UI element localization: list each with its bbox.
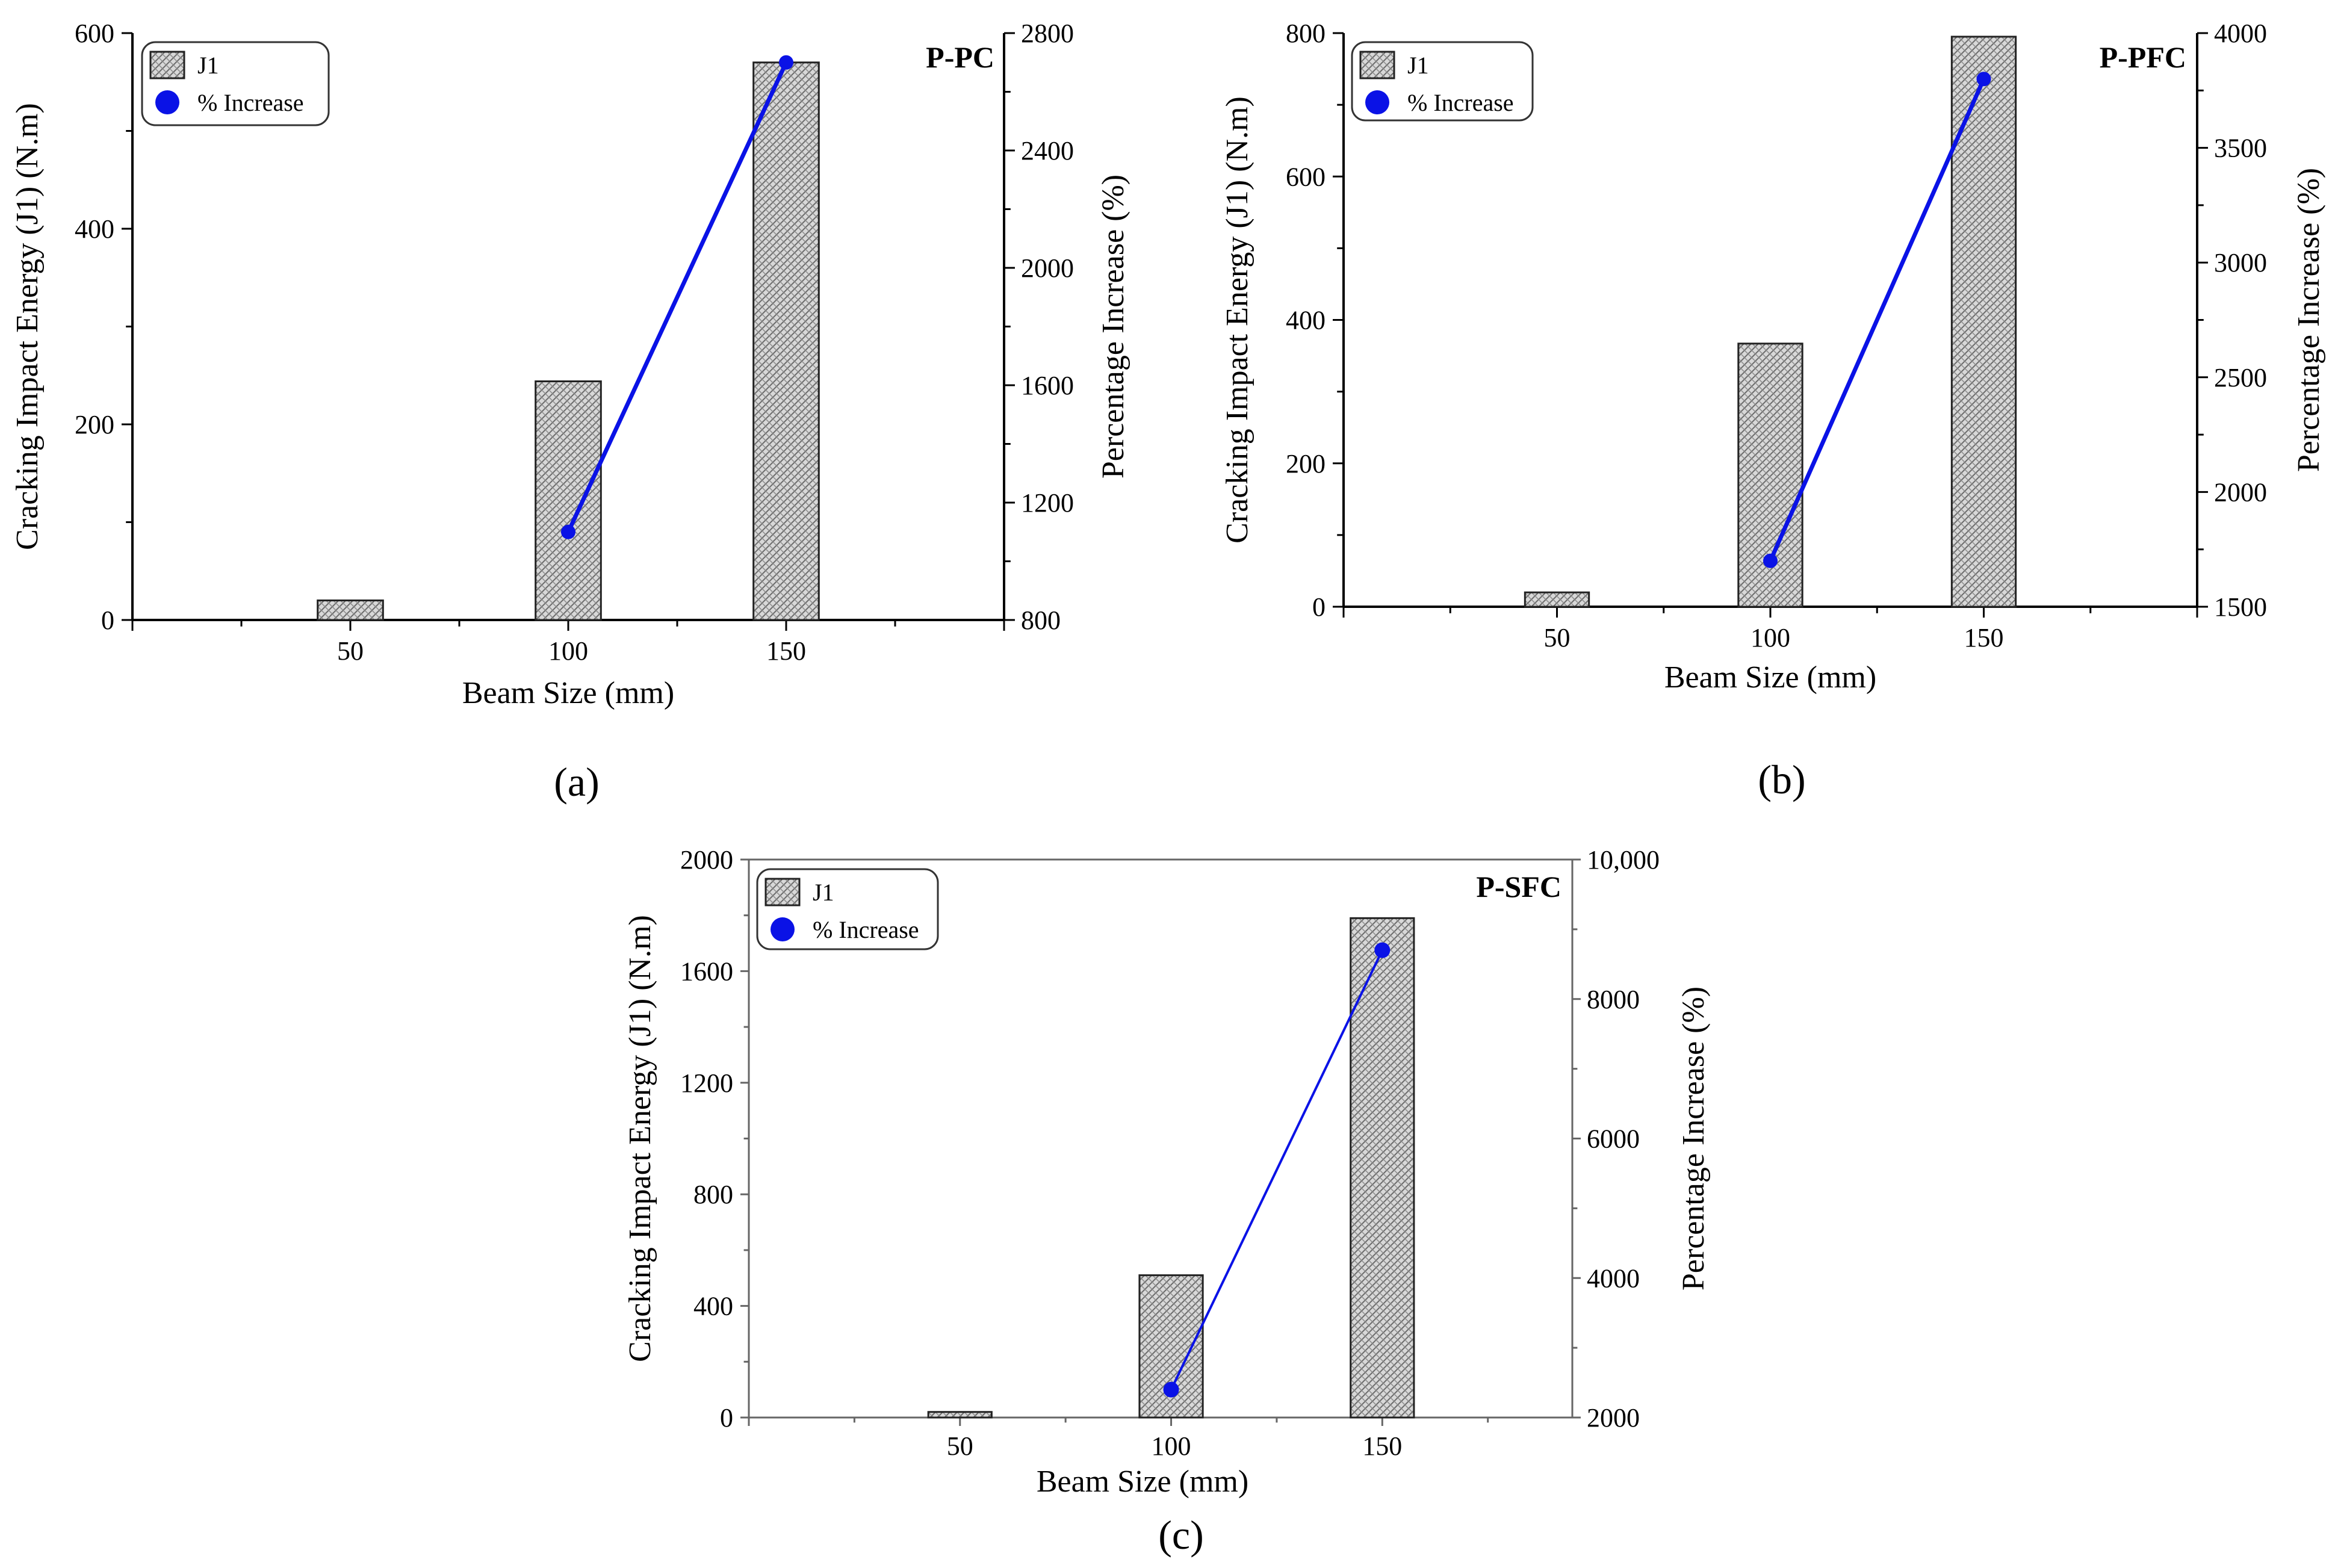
y2-tick-label: 1500 [2214,592,2267,622]
bar-100 [535,380,602,621]
percent-increase-point [1976,72,1991,87]
x-tick-label: 100 [1750,623,1790,652]
y2-tick-label: 4000 [1587,1263,1640,1293]
percent-increase-point [561,524,575,539]
y2-tick-label: 6000 [1587,1124,1640,1154]
y-tick-label: 400 [1286,306,1326,335]
bar-150 [1950,36,2017,608]
y-tick-label: 400 [75,214,114,244]
y-tick-label: 0 [1312,592,1326,622]
x-tick-label: 50 [1544,623,1571,652]
percent-increase-point [1163,1381,1179,1398]
y2-tick-label: 4000 [2214,19,2267,48]
y2-tick-label: 3000 [2214,248,2267,277]
percent-increase-point [779,55,793,70]
panel-tag: P-PC [926,40,994,74]
caption-a: (a) [554,759,599,805]
y2-tick-label: 1200 [1021,488,1074,518]
legend-point-swatch [1365,90,1389,114]
y-tick-label: 2000 [680,845,733,875]
x-tick-label: 150 [766,636,806,666]
chart-panel-b: 0 200 400 600 800 1500 2000 2500 3000 3500 4000 50 1… [1220,19,2326,695]
y-tick-label: 0 [720,1403,733,1433]
chart-panel-a: 0 200 400 600 800 1200 1600 2000 2400 2800 50 100 15… [10,19,1130,710]
panel-tag: P-SFC [1476,870,1561,903]
y2-tick-label: 2000 [1021,253,1074,283]
y-tick-label: 400 [693,1292,733,1321]
percent-increase-line [1768,78,1986,562]
x-tick-label: 100 [548,636,588,666]
x-axis-title: Beam Size (mm) [1664,660,1876,695]
y-tick-label: 600 [1286,162,1326,191]
bar-50 [927,1411,993,1419]
legend-point-swatch [155,90,179,114]
percent-increase-line [566,61,789,533]
x-axis-title: Beam Size (mm) [1037,1464,1248,1499]
legend-box [141,41,330,126]
y-axis-title: Cracking Impact Energy (J1) (N.m) [623,915,657,1362]
legend-bar-swatch [764,878,801,906]
percent-increase-point [1374,942,1391,958]
legend-box [756,868,939,950]
legend-box [1351,41,1534,122]
x-tick-label: 100 [1152,1431,1191,1461]
y2-tick-label: 3500 [2214,134,2267,163]
caption-c: (c) [1158,1512,1203,1558]
legend-bar-swatch [1359,51,1395,79]
chart-panel-c: 0 400 800 1200 1600 2000 2000 4000 6000 8000 10,00… [623,845,1711,1499]
percent-increase-point [1763,553,1778,568]
y-tick-label: 200 [1286,449,1326,479]
legend-label-j1: J1 [1407,52,1429,79]
y2-tick-label: 2800 [1021,19,1074,48]
y-tick-label: 800 [1286,19,1326,48]
y-tick-label: 800 [693,1180,733,1209]
y2-tick-label: 2500 [2214,363,2267,392]
bar-50 [1524,591,1590,608]
percent-increase-line [1170,949,1384,1390]
bar-50 [317,600,384,621]
legend: J1 % Increase [141,41,330,126]
y2-tick-label: 10,000 [1587,845,1660,875]
legend-label-j1: J1 [197,52,219,79]
y2-tick-label: 1600 [1021,371,1074,400]
y-tick-label: 0 [101,606,114,635]
legend-label-increase: % Increase [813,916,919,943]
y2-tick-label: 8000 [1587,985,1640,1014]
y-tick-label: 1600 [680,956,733,986]
legend-label-increase: % Increase [197,89,304,116]
legend: J1 % Increase [756,868,939,950]
y-tick-label: 200 [75,410,114,439]
x-tick-label: 50 [947,1431,973,1461]
bar-150 [752,61,820,621]
legend: J1 % Increase [1351,41,1534,122]
y-tick-label: 600 [75,19,114,48]
y-tick-label: 1200 [680,1068,733,1098]
y-axis-title: Cracking Impact Energy (J1) (N.m) [10,103,45,550]
legend-point-swatch [771,917,795,941]
y2-axis-title: Percentage Increase (%) [1096,175,1130,479]
x-tick-label: 150 [1964,623,2004,652]
y-axis-title: Cracking Impact Energy (J1) (N.m) [1220,96,1254,544]
y2-tick-label: 2000 [2214,477,2267,507]
y2-axis-title: Percentage Increase (%) [2292,168,2326,472]
y2-axis-title: Percentage Increase (%) [1676,987,1711,1291]
y2-tick-label: 800 [1021,606,1061,635]
bar-150 [1350,917,1415,1419]
x-axis-title: Beam Size (mm) [462,676,674,710]
y2-tick-label: 2400 [1021,136,1074,166]
x-tick-label: 150 [1362,1431,1402,1461]
x-tick-label: 50 [337,636,364,666]
panel-tag: P-PFC [2100,40,2186,74]
caption-b: (b) [1758,757,1805,802]
y2-tick-label: 2000 [1587,1403,1640,1433]
legend-bar-swatch [149,51,185,79]
legend-label-j1: J1 [813,879,834,906]
legend-label-increase: % Increase [1407,89,1514,116]
